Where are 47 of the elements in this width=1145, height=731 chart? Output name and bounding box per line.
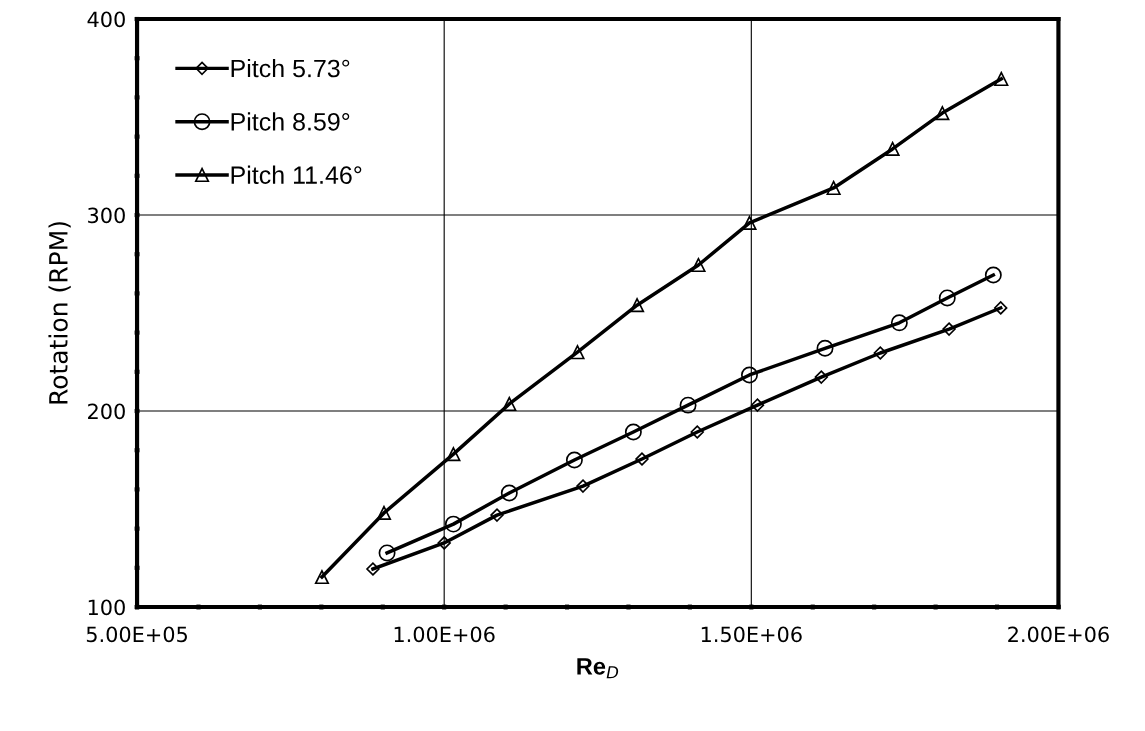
point bbox=[446, 447, 461, 462]
y-tick-label: 200 bbox=[88, 403, 125, 420]
point bbox=[750, 398, 765, 412]
y-tick-label: 400 bbox=[87, 11, 125, 28]
point bbox=[624, 423, 642, 441]
point bbox=[635, 452, 649, 466]
point bbox=[873, 346, 888, 360]
point bbox=[366, 562, 380, 576]
point bbox=[679, 396, 697, 414]
point bbox=[740, 366, 758, 384]
point bbox=[570, 345, 585, 360]
point bbox=[984, 266, 1002, 284]
legend-label: Pitch 11.46° bbox=[231, 165, 362, 184]
point bbox=[691, 257, 706, 273]
point bbox=[629, 298, 645, 313]
y-axis-title: Rotation (RPM) bbox=[48, 222, 71, 404]
point bbox=[826, 180, 841, 196]
point bbox=[742, 215, 757, 230]
point bbox=[502, 396, 517, 412]
x-axis-title: Re$_{D}$ bbox=[577, 658, 619, 679]
x-tick-label: 1.50E+06 bbox=[701, 626, 802, 643]
point bbox=[814, 370, 829, 384]
y-tick-label: 300 bbox=[88, 207, 125, 224]
point bbox=[437, 536, 451, 550]
legend-label: Pitch 8.59° bbox=[231, 112, 350, 131]
point bbox=[376, 505, 392, 521]
x-tick-label: 5.00E+05 bbox=[86, 626, 187, 643]
legend-label: Pitch 5.73° bbox=[231, 59, 350, 78]
x-tick-label: 2.00E+06 bbox=[1008, 626, 1109, 643]
point bbox=[993, 301, 1008, 315]
point bbox=[490, 508, 504, 522]
point bbox=[935, 106, 950, 121]
point bbox=[994, 71, 1009, 87]
point bbox=[885, 141, 900, 157]
point bbox=[444, 515, 462, 533]
point bbox=[378, 544, 396, 562]
point bbox=[500, 484, 518, 502]
point bbox=[576, 479, 590, 493]
y-tick-label: 100 bbox=[88, 599, 125, 616]
point bbox=[314, 569, 330, 585]
point bbox=[942, 322, 956, 336]
point bbox=[565, 451, 583, 469]
point bbox=[690, 425, 704, 439]
point bbox=[890, 314, 908, 332]
point bbox=[938, 289, 956, 307]
x-tick-label: 1.00E+06 bbox=[394, 626, 495, 643]
point bbox=[816, 339, 834, 357]
